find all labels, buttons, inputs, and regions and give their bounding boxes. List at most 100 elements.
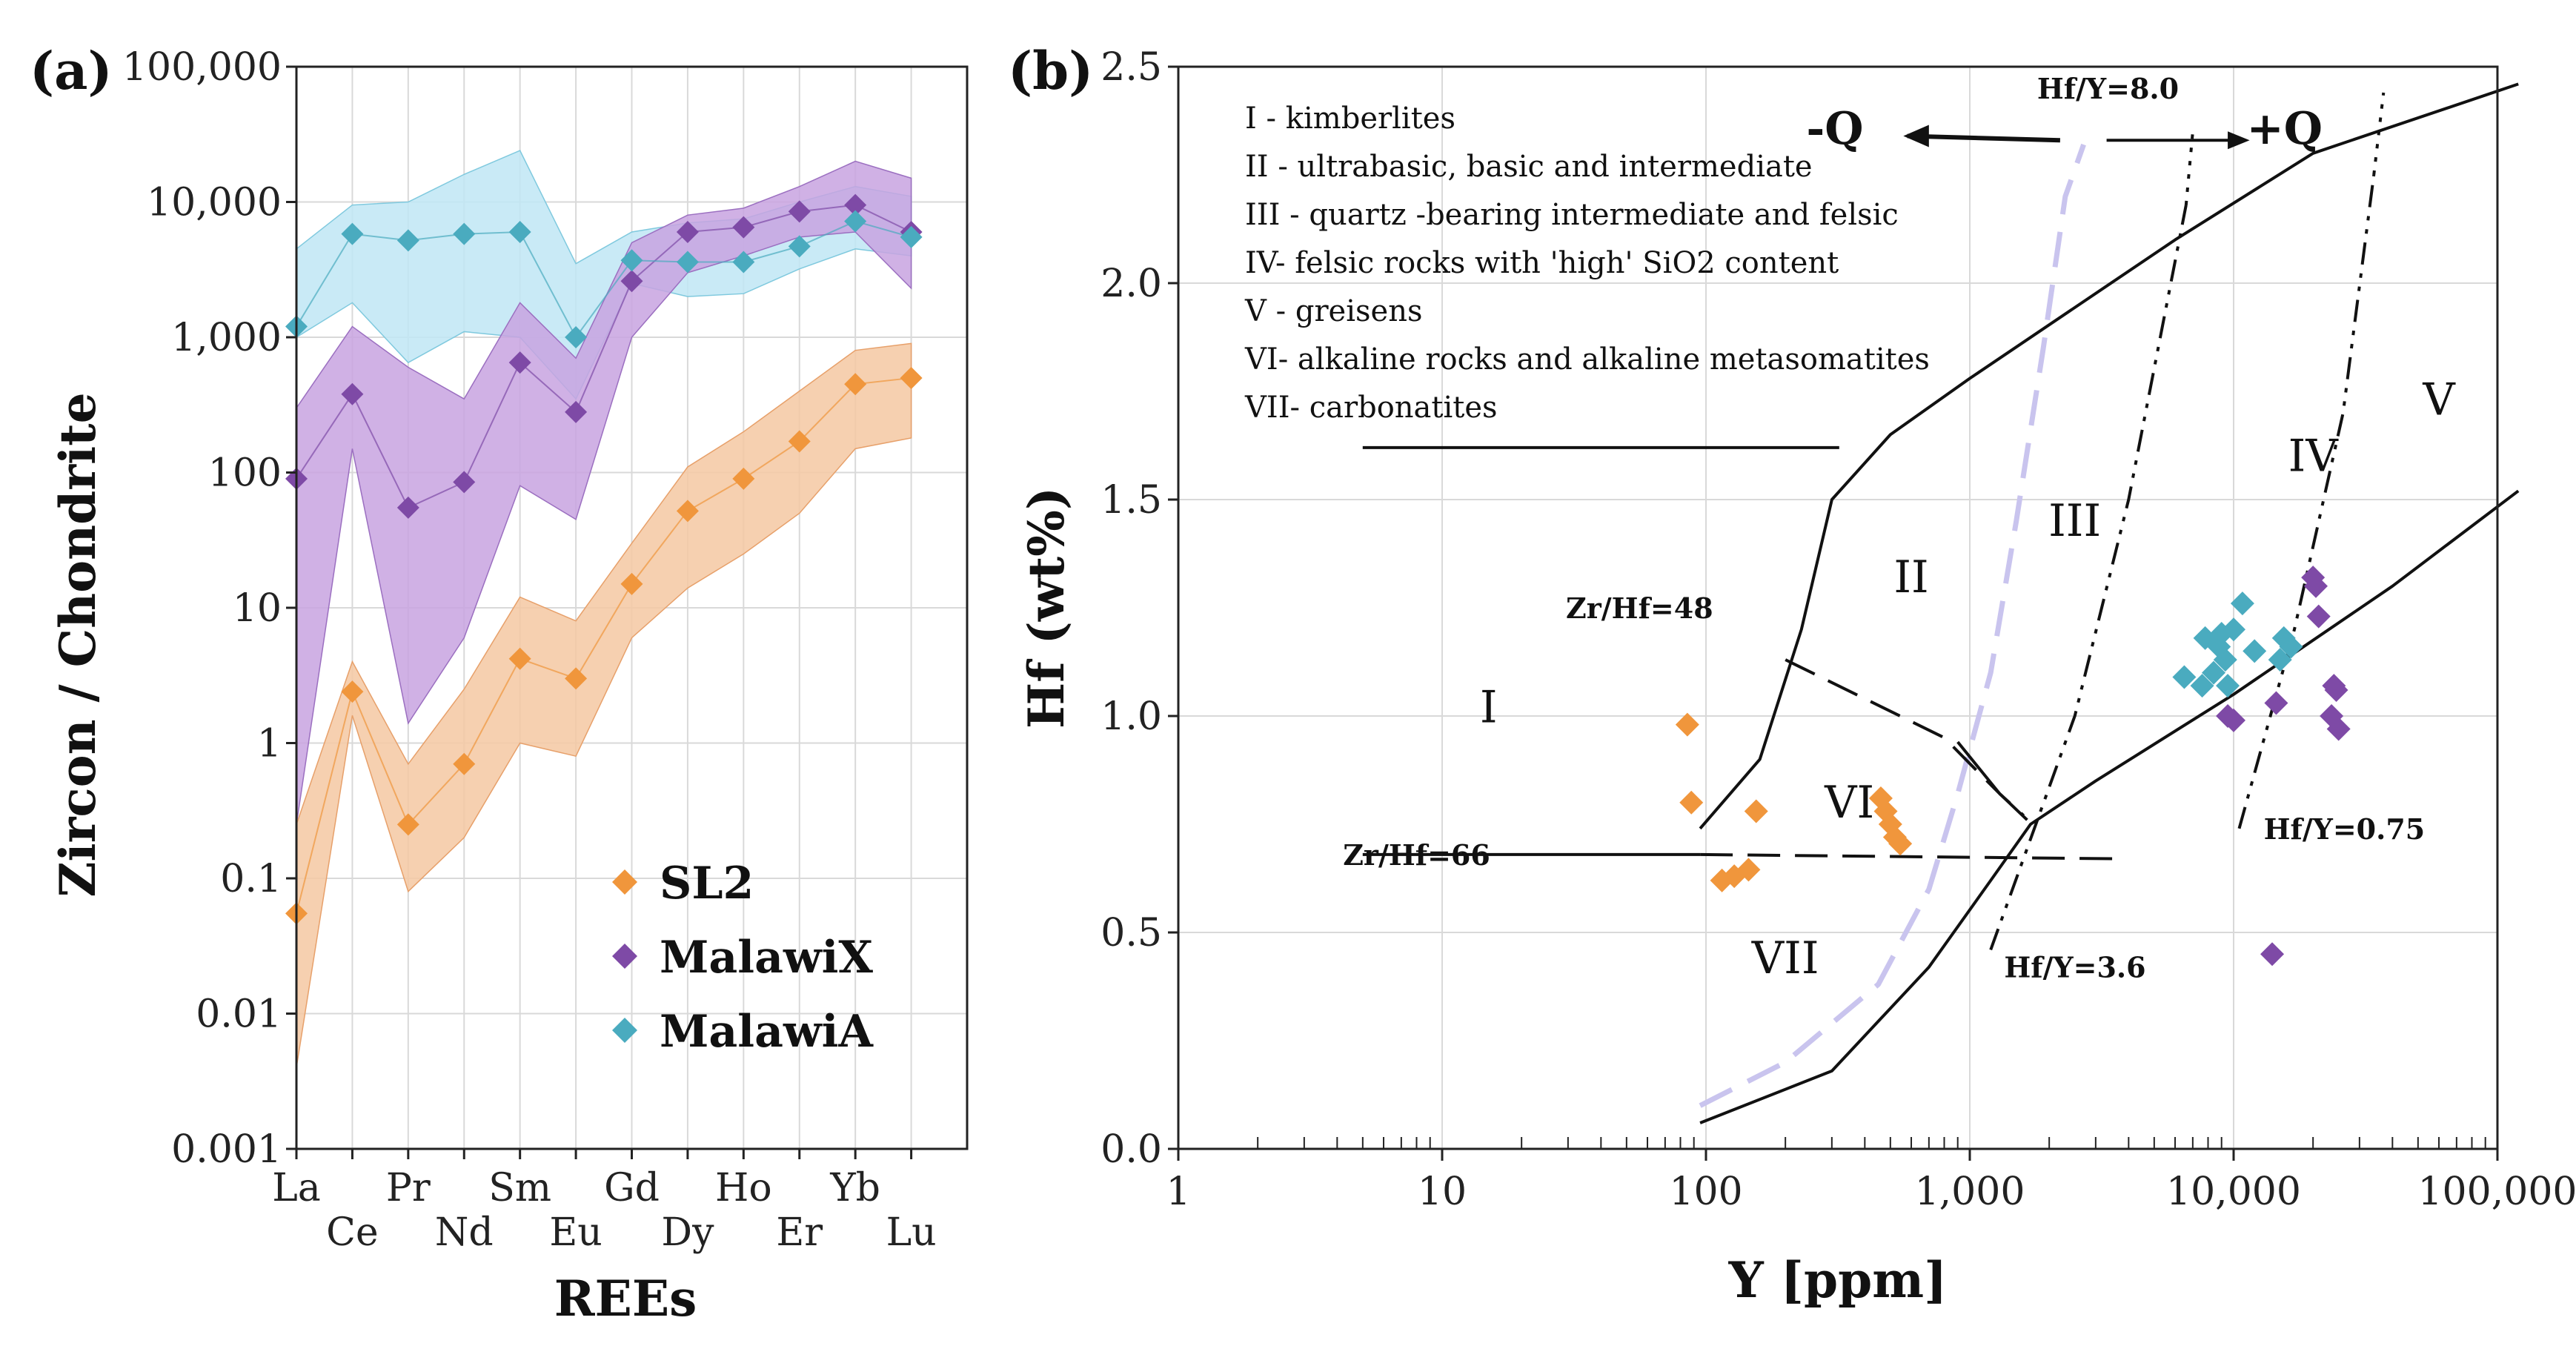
x-tick-label: 10,000 <box>2166 1170 2301 1214</box>
panel-b-field-boundaries <box>1362 82 2520 1124</box>
series-line-sl2 <box>296 377 912 914</box>
hf-y-0-75-line <box>2237 174 2376 829</box>
data-point-malawia <box>2222 617 2245 642</box>
panel-a-legend: SL2 MalawiX MalawiA <box>612 858 874 1058</box>
plus-q-label: +Q <box>2247 103 2323 155</box>
field-label: VII <box>1751 932 1819 984</box>
data-point-malawia <box>732 251 755 274</box>
panel-a-data-points <box>285 193 923 925</box>
y-tick-label: 100 <box>208 451 282 496</box>
data-point-malawix <box>844 193 867 216</box>
data-point-malawia <box>2279 634 2303 659</box>
data-point-malawia <box>900 225 923 248</box>
data-point-sl2 <box>508 647 531 670</box>
data-point-malawia <box>2202 660 2226 685</box>
data-point-sl2 <box>1744 799 1768 823</box>
panel-b-hf-y-plot: (b) 0.0 0.5 1.0 1.5 2.0 2.5 1 10 100 1,000 10,000… <box>1008 40 2576 1309</box>
rock-type-entry: III - quartz -bearing intermediate and f… <box>1245 198 1899 232</box>
x-tick-label: Yb <box>829 1166 880 1210</box>
hf-y-8-label: Hf/Y=8.0 <box>2037 72 2179 105</box>
data-point-sl2 <box>565 667 588 690</box>
data-point-sl2 <box>341 680 364 703</box>
x-tick-label: 10 <box>1418 1170 1467 1214</box>
data-point-malawix <box>2306 604 2331 629</box>
panel-b-minor-ticks <box>1257 1137 2486 1149</box>
y-tick-label: 10 <box>233 586 282 631</box>
y-tick-label: 1.5 <box>1101 478 1162 523</box>
data-point-malawix <box>2222 708 2245 732</box>
data-point-malawia <box>2172 665 2197 689</box>
hf-y-0-75-label: Hf/Y=0.75 <box>2264 812 2426 846</box>
data-point-sl2 <box>1679 790 1704 815</box>
y-tick-label: 10,000 <box>147 181 282 225</box>
minus-q-arrowhead <box>1903 125 1929 148</box>
x-tick-label: Sm <box>488 1166 551 1210</box>
y-tick-label: 2.0 <box>1101 262 1162 306</box>
data-point-malawia <box>844 210 867 233</box>
hf-y-3-6-line <box>1989 205 2188 951</box>
data-point-malawia <box>396 229 419 252</box>
panel-b-rock-type-legend: I - kimberlites II - ultrabasic, basic an… <box>1244 102 1930 425</box>
x-tick-label: Nd <box>435 1210 494 1255</box>
panel-a-range-bands <box>296 150 912 1068</box>
x-tick-label: Ce <box>326 1210 379 1255</box>
legend-marker-malawix <box>612 944 637 969</box>
y-tick-label: 2.5 <box>1101 45 1162 90</box>
data-point-sl2 <box>396 813 419 836</box>
data-point-malawix <box>565 400 588 423</box>
panel-a-x-axis-label: REEs <box>554 1270 697 1328</box>
x-tick-label: Pr <box>386 1166 431 1210</box>
range-band-malawix <box>296 160 912 825</box>
data-point-malawix <box>2326 717 2351 741</box>
field-label: III <box>2048 495 2101 547</box>
x-tick-label: 1,000 <box>1915 1170 2025 1214</box>
data-point-malawix <box>453 471 476 494</box>
data-point-malawix <box>2264 691 2288 715</box>
data-point-malawia <box>341 222 364 245</box>
data-point-sl2 <box>1736 858 1761 882</box>
legend-marker-sl2 <box>612 869 637 895</box>
legend-label-sl2: SL2 <box>660 858 754 909</box>
data-point-malawia <box>2190 674 2214 698</box>
data-point-malawix <box>2324 677 2348 702</box>
y-tick-label: 1 <box>257 722 282 766</box>
data-point-malawia <box>2216 674 2240 698</box>
data-point-sl2 <box>1888 832 1913 856</box>
panel-b-annotations: -Q +Q Hf/Y=8.0 Hf/Y=3.6 Hf/Y=0.75 Zr/Hf=48 Zr/… <box>1343 72 2425 984</box>
legend-label-malawix: MalawiX <box>660 932 873 984</box>
data-point-sl2 <box>620 572 643 595</box>
data-point-malawia <box>620 249 643 272</box>
panel-b-label: (b) <box>1008 40 1093 102</box>
panel-b-x-ticks: 1 10 100 1,000 10,000 100,000 <box>1166 1149 2576 1214</box>
y-tick-label: 1,000 <box>171 316 282 360</box>
zr-hf-66-dashed <box>1700 852 2123 861</box>
panel-b-y-axis-label: Hf (wt%) <box>1018 487 1075 729</box>
y-tick-label: 100,000 <box>122 45 282 90</box>
legend-label-malawia: MalawiA <box>660 1006 874 1058</box>
y-tick-label: 0.01 <box>196 992 282 1037</box>
plus-q-arrowhead <box>2228 131 2250 150</box>
field-label: VI <box>1824 777 1874 829</box>
x-tick-label: Lu <box>886 1210 937 1255</box>
zr-hf-66-label: Zr/Hf=66 <box>1343 838 1490 872</box>
panel-a-y-ticks: 0.001 0.01 0.1 1 10 100 1,000 10,000 100,000 <box>122 45 296 1172</box>
field-label: II <box>1893 551 1928 603</box>
x-tick-label: La <box>272 1166 321 1210</box>
data-point-sl2 <box>844 373 867 396</box>
rock-type-entry: VII- carbonatites <box>1244 391 1498 425</box>
data-point-malawix <box>396 496 419 519</box>
data-point-sl2 <box>900 366 923 389</box>
legend-marker-malawia <box>612 1018 637 1043</box>
panel-b-frame <box>1177 65 2499 1150</box>
y-tick-label: 1.0 <box>1101 695 1162 739</box>
data-point-malawia <box>788 235 811 258</box>
data-point-malawia <box>508 220 531 243</box>
data-point-malawix <box>341 382 364 405</box>
data-point-sl2 <box>676 500 699 523</box>
y-tick-label: 0.1 <box>220 857 282 901</box>
field-label: I <box>1480 681 1498 733</box>
panel-b-data-points <box>1675 566 2351 967</box>
data-point-malawia <box>2243 639 2267 663</box>
